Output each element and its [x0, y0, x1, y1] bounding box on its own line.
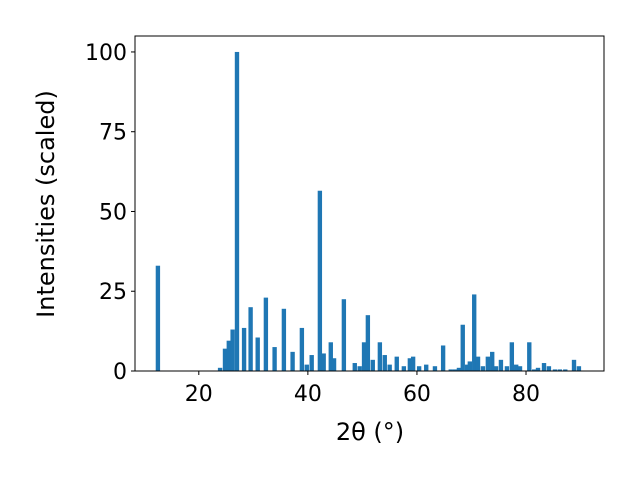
- bar: [541, 363, 547, 371]
- bar: [299, 327, 305, 371]
- y-axis-label: Intensities (scaled): [32, 90, 60, 318]
- bar: [304, 364, 309, 371]
- bar: [432, 366, 438, 371]
- bar: [563, 369, 568, 371]
- bar: [452, 369, 458, 371]
- bar: [387, 364, 392, 371]
- x-axis-label: 2θ (°): [336, 418, 404, 446]
- bar: [382, 355, 387, 371]
- y-tick-label: 0: [113, 360, 127, 385]
- x-tick-label: 60: [403, 382, 431, 407]
- bar: [527, 342, 532, 371]
- bar: [281, 308, 287, 371]
- bar: [290, 351, 295, 371]
- bar: [498, 359, 504, 371]
- bar: [321, 353, 326, 371]
- bar: [255, 337, 260, 371]
- bar: [248, 307, 253, 371]
- y-tick-label: 75: [99, 121, 127, 146]
- bar: [328, 342, 333, 371]
- bar: [263, 297, 269, 371]
- bar: [365, 315, 371, 371]
- bar: [504, 366, 510, 371]
- bar: [317, 190, 323, 371]
- bar: [241, 327, 247, 371]
- bar: [341, 299, 347, 371]
- bar: [571, 359, 577, 371]
- bar: [424, 364, 429, 371]
- bar: [448, 369, 453, 371]
- bar: [460, 324, 465, 371]
- bar: [272, 347, 277, 371]
- x-tick-label: 40: [294, 382, 322, 407]
- bar: [222, 348, 228, 371]
- bar: [370, 359, 375, 371]
- bar: [490, 351, 495, 371]
- bar: [493, 366, 499, 371]
- bar: [234, 51, 240, 371]
- bar: [230, 329, 235, 371]
- bar: [309, 355, 314, 371]
- bar: [394, 356, 399, 371]
- bar: [226, 340, 231, 371]
- bar: [514, 364, 519, 371]
- x-tick-label: 80: [512, 382, 540, 407]
- bar: [456, 367, 462, 371]
- bar: [546, 366, 552, 371]
- plot-frame: [134, 35, 605, 372]
- bar: [464, 364, 470, 371]
- bar: [467, 361, 473, 371]
- bar: [331, 358, 337, 371]
- bar: [557, 369, 563, 371]
- bar: [485, 356, 491, 371]
- bar: [401, 366, 407, 371]
- bar: [472, 294, 477, 371]
- bar: [217, 367, 223, 371]
- bar: [475, 356, 481, 371]
- bar: [480, 366, 486, 371]
- bar: [361, 342, 367, 371]
- bar: [440, 345, 446, 371]
- bar: [517, 366, 523, 371]
- bar: [532, 369, 537, 371]
- bar: [576, 366, 582, 371]
- y-tick-label: 100: [85, 41, 127, 66]
- bar: [416, 366, 422, 371]
- bar: [509, 342, 515, 371]
- bar: [410, 356, 416, 371]
- bar: [552, 369, 558, 371]
- y-tick-label: 25: [99, 280, 127, 305]
- bar: [357, 366, 362, 371]
- bar: [407, 358, 413, 371]
- bar: [155, 265, 161, 371]
- y-tick-label: 50: [99, 200, 127, 225]
- bar: [535, 367, 541, 371]
- x-tick-label: 20: [185, 382, 213, 407]
- bar: [377, 342, 383, 371]
- bar: [352, 363, 357, 371]
